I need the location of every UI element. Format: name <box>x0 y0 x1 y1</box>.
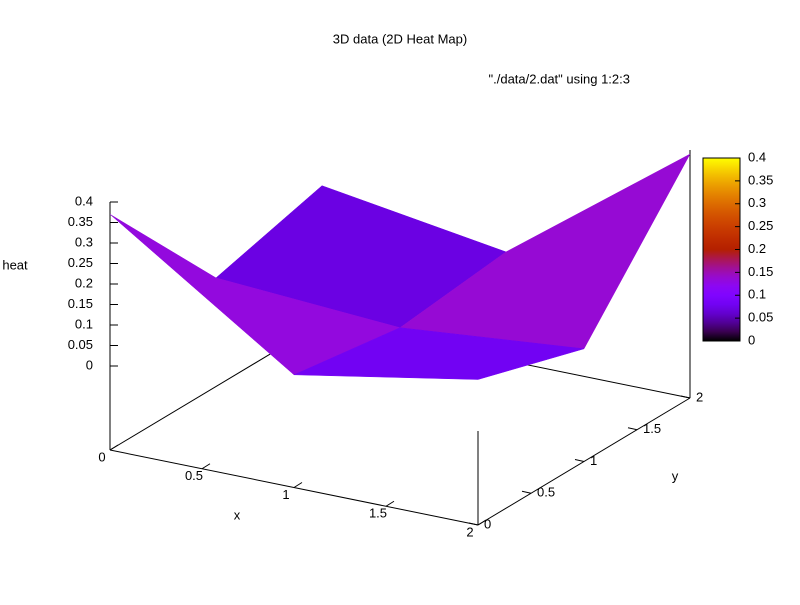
x-tick-label: 2 <box>466 524 473 539</box>
colorbar-tick-label: 0 <box>748 332 755 347</box>
surface-patch <box>293 327 585 380</box>
z-tick-label: 0 <box>86 357 93 372</box>
colorbar-tick-label: 0.05 <box>748 310 773 325</box>
colorbar-tick-label: 0.2 <box>748 241 766 256</box>
z-tick-label: 0.1 <box>75 316 93 331</box>
y-tick-label: 1 <box>590 453 597 468</box>
z-tick-label: 0.15 <box>68 296 93 311</box>
y-tick-label: 0 <box>484 516 491 531</box>
y-tick <box>627 427 638 431</box>
colorbar-tick-label: 0.3 <box>748 195 766 210</box>
y-axis-label: y <box>672 468 679 483</box>
z-tick-label: 0.25 <box>68 255 93 270</box>
z-tick-label: 0.05 <box>68 337 93 352</box>
x-tick-label: 1.5 <box>369 506 387 521</box>
key-label: "./data/2.dat" using 1:2:3 <box>489 71 631 86</box>
y-tick-label: 2 <box>696 389 703 404</box>
colorbar-tick-label: 0.1 <box>748 287 766 302</box>
z-tick-label: 0.35 <box>68 214 93 229</box>
y-tick <box>574 459 585 462</box>
x-tick <box>109 444 119 451</box>
z-tick-label: 0.4 <box>75 193 93 208</box>
chart-title: 3D data (2D Heat Map) <box>333 31 467 46</box>
x-tick-label: 1 <box>282 487 289 502</box>
colorbar-tick-label: 0.15 <box>748 264 773 279</box>
colorbar <box>702 157 741 342</box>
x-tick <box>201 463 211 470</box>
x-axis-label: x <box>234 507 241 522</box>
z-tick-label: 0.3 <box>75 234 93 249</box>
colorbar-tick-label: 0.25 <box>748 218 773 233</box>
colorbar-tick-label: 0.35 <box>748 172 773 187</box>
x-tick <box>477 519 487 526</box>
y-tick <box>680 395 691 399</box>
x-tick <box>385 500 395 507</box>
x-tick-label: 0.5 <box>185 468 203 483</box>
y-tick <box>468 522 479 526</box>
y-tick <box>521 490 532 494</box>
x-tick-label: 0 <box>98 449 105 464</box>
y-tick-label: 1.5 <box>643 421 661 436</box>
x-tick <box>293 482 303 488</box>
colorbar-tick-label: 0.4 <box>748 149 766 164</box>
y-tick-label: 0.5 <box>537 485 555 500</box>
z-tick-label: 0.2 <box>75 275 93 290</box>
z-axis-label: heat <box>2 257 28 272</box>
